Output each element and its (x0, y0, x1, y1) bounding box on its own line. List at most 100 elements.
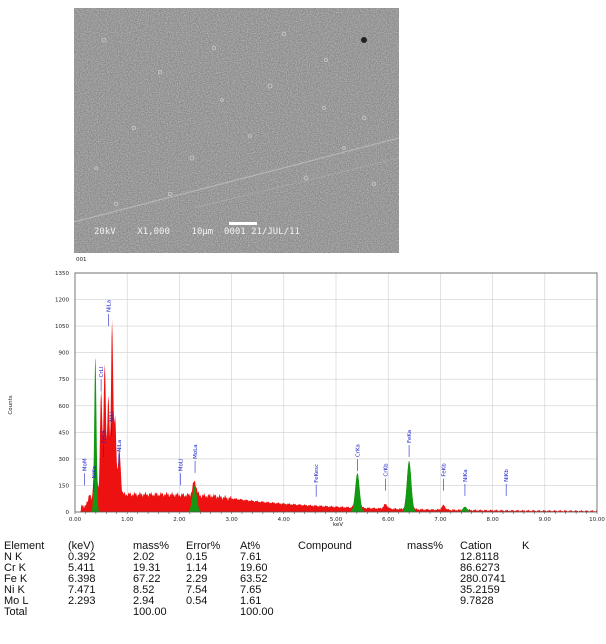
x-tick-label: 4.00 (278, 517, 291, 523)
peak-label: NiKb (504, 469, 510, 482)
y-tick-label: 1200 (55, 298, 69, 304)
row-fe-element: Fe K (4, 573, 28, 585)
peak-label: FeLa (102, 430, 108, 443)
row-total-label: Total (4, 606, 28, 618)
x-tick-label: 6.00 (382, 517, 395, 523)
row-fe-mass: 67.22 (133, 573, 161, 585)
plot-frame (74, 272, 598, 513)
element-peak (457, 506, 473, 512)
peak-label: NiLa (117, 440, 123, 452)
element-peak (349, 473, 366, 512)
header-error: Error% (186, 540, 221, 552)
quantification-table: Element (keV) mass% Error% At% Compound … (4, 540, 594, 640)
y-tick-label: 150 (59, 483, 70, 489)
micrograph-pits (94, 31, 376, 207)
row-mo-element: Mo L (4, 595, 29, 607)
element-peak-areas (91, 357, 473, 512)
row-n-at: 7.61 (240, 551, 262, 563)
peak-label: CrKb (384, 463, 390, 477)
y-tick-label: 1350 (55, 271, 69, 277)
y-axis-label: Counts (8, 395, 14, 414)
row-fe-kev: 6.398 (68, 573, 96, 585)
row-ni-mass: 8.52 (133, 584, 155, 596)
peak-label: MoLl (178, 458, 184, 471)
row-ni-at: 7.65 (240, 584, 262, 596)
sem-micrograph: 20kV X1,000 10µm 0001 21/JUL/11 (74, 8, 399, 253)
peak-label: FeKesc (314, 464, 320, 483)
y-tick-label: 600 (59, 404, 70, 410)
row-ni-kev: 7.471 (68, 584, 96, 596)
row-fe-error: 2.29 (186, 573, 208, 585)
x-tick-label: 9.00 (539, 517, 552, 523)
row-mo-kev: 2.293 (68, 595, 96, 607)
x-axis-label: keV (333, 522, 343, 528)
spectrum-sample-label: 001 (76, 257, 87, 263)
chart-grid (74, 272, 598, 514)
peak-label: NiLl (110, 411, 116, 422)
row-mo-at: 1.61 (240, 595, 262, 607)
scale-bar (229, 222, 257, 225)
x-tick-label: 1.00 (121, 517, 134, 523)
row-n-error: 0.15 (186, 551, 208, 563)
peak-label: FeKb (442, 463, 448, 477)
header-compound-mass: mass% (407, 540, 444, 552)
header-compound: Compound (298, 540, 352, 552)
header-k: K (522, 540, 530, 552)
header-element: Element (4, 540, 45, 552)
header-cation: Cation (460, 540, 492, 552)
header-kev: (keV) (68, 540, 95, 552)
peak-label: FeKa (407, 430, 413, 443)
row-cr-mass: 19.31 (133, 562, 161, 574)
peak-label: NiKa (92, 466, 98, 479)
x-tick-label: 7.00 (434, 517, 447, 523)
row-n-cation: 12.8118 (460, 551, 499, 563)
y-tick-label: 750 (59, 377, 70, 383)
y-tick-label: 0 (66, 510, 70, 516)
element-peak (401, 460, 417, 512)
row-cr-at: 19.60 (240, 562, 268, 574)
peak-label: NiLa (106, 300, 112, 312)
spectrum-counts-area (80, 319, 597, 512)
row-mo-cation: 9.7828 (460, 595, 494, 607)
x-tick-labels: 0.00 1.00 2.00 3.00 4.00 5.00 6.00 7.00 8.00 9.00… (69, 517, 605, 523)
x-tick-label: 5.00 (330, 517, 343, 523)
scratch-line-2 (193, 157, 399, 209)
peak-label: NiKa (463, 469, 469, 482)
row-cr-element: Cr K (4, 562, 26, 574)
dark-particle (361, 37, 367, 43)
y-tick-label: 300 (59, 457, 70, 463)
row-total-mass: 100.00 (133, 606, 167, 618)
peak-label: CrKa (355, 444, 361, 457)
row-fe-cation: 280.0741 (460, 573, 506, 585)
row-mo-mass: 2.94 (133, 595, 155, 607)
x-tick-label: 0.00 (69, 517, 82, 523)
peak-label: CrLl (99, 366, 105, 377)
y-tick-labels: 0 150 300 450 600 750 900 1050 1200 1350 (55, 271, 70, 516)
row-ni-element: Ni K (4, 584, 25, 596)
row-ni-error: 7.54 (186, 584, 208, 596)
row-n-kev: 0.392 (68, 551, 96, 563)
row-cr-cation: 86.6273 (460, 562, 500, 574)
chart-axes (74, 272, 598, 513)
row-mo-error: 0.54 (186, 595, 208, 607)
row-cr-error: 1.14 (186, 562, 208, 574)
element-peak (186, 486, 203, 512)
background-counts-area (80, 319, 597, 512)
x-tick-label: 2.00 (173, 517, 186, 523)
row-ni-cation: 35.2159 (460, 584, 500, 596)
x-tick-label: 8.00 (486, 517, 499, 523)
row-fe-at: 63.52 (240, 573, 268, 585)
element-peak (91, 357, 100, 512)
x-tick-label: 3.00 (225, 517, 238, 523)
y-tick-label: 450 (59, 430, 70, 436)
row-cr-kev: 5.411 (68, 562, 95, 574)
eds-spectrum-chart: 001 0 150 300 450 600 750 900 1050 1200 1350 0.00… (8, 257, 605, 528)
row-n-mass: 2.02 (133, 551, 155, 563)
peak-labels: MoM NiKa CrLl FeLa NiLa NiLl NiLa MoLl MoLa FeKes… (82, 300, 510, 497)
header-mass: mass% (133, 540, 170, 552)
peak-label: MoM (82, 458, 88, 471)
peak-label: MoLa (193, 444, 199, 459)
header-at: At% (240, 540, 261, 552)
x-tick-label: 10.00 (589, 517, 605, 523)
y-tick-label: 1050 (55, 324, 69, 330)
